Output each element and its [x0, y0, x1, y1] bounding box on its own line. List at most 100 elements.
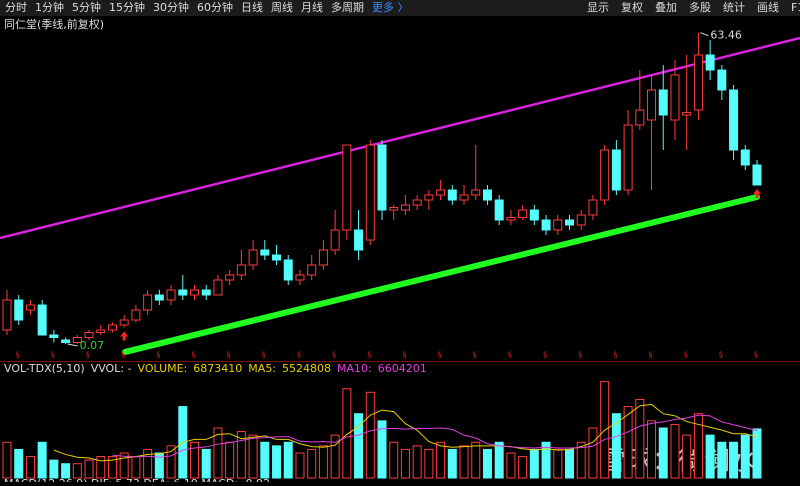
- marker: §: [473, 351, 477, 360]
- toolbar-item[interactable]: 周线: [271, 0, 293, 14]
- candle-body: [588, 199, 598, 216]
- toolbar-item[interactable]: 显示: [587, 1, 609, 14]
- volume-bar: [248, 434, 258, 479]
- volume-ma: [112, 414, 758, 458]
- volume-bar: [705, 434, 715, 479]
- volume-bar: [272, 445, 282, 479]
- candle-body: [447, 189, 457, 201]
- volume-bar: [2, 441, 12, 479]
- candle-body: [565, 219, 574, 226]
- candle-body: [354, 229, 364, 251]
- volume-bar: [342, 388, 352, 479]
- toolbar-item[interactable]: 1分钟: [35, 0, 64, 14]
- candle-body: [248, 249, 258, 266]
- volume-bar: [529, 448, 539, 479]
- candle-body: [84, 332, 94, 338]
- volume-bar: [494, 441, 504, 479]
- volume-bar: [295, 452, 305, 479]
- volume-bar: [143, 448, 153, 479]
- toolbar-item[interactable]: 15分钟: [109, 0, 145, 14]
- volume-bar: [729, 441, 739, 479]
- toolbar-item[interactable]: 60分钟: [197, 0, 233, 14]
- candle-body: [154, 294, 164, 301]
- candle-body: [740, 149, 750, 166]
- candle-body: [330, 229, 340, 251]
- toolbar-item[interactable]: 30分钟: [153, 0, 189, 14]
- toolbar-bg: [0, 0, 800, 16]
- marker: §: [543, 351, 547, 360]
- marker: §: [754, 351, 758, 360]
- toolbar-item[interactable]: 多周期: [331, 0, 364, 14]
- toolbar-more[interactable]: 更多 〉: [372, 0, 409, 14]
- high-label: 63.46: [710, 29, 742, 42]
- candle-body: [729, 89, 739, 151]
- candle-body: [647, 89, 657, 121]
- volume-value: 6604201: [378, 362, 427, 375]
- volume-bar: [84, 459, 94, 479]
- candle-body: [2, 299, 12, 331]
- marker: §: [16, 351, 20, 360]
- candle-body: [107, 324, 117, 331]
- volume-label: MA10:: [337, 362, 372, 375]
- candle-body: [658, 89, 668, 116]
- upper-channel: [0, 36, 800, 240]
- low-label: 0.07: [80, 339, 105, 352]
- marker: §: [51, 351, 55, 360]
- toolbar-item[interactable]: 叠加: [655, 1, 677, 14]
- vvol: VVOL: -: [91, 362, 132, 375]
- marker: §: [367, 351, 371, 360]
- lower-channel: [122, 194, 760, 355]
- volume-bar: [658, 427, 668, 479]
- volume-bar: [37, 441, 47, 479]
- candle-body: [342, 144, 352, 231]
- toolbar-item[interactable]: 画线: [757, 0, 779, 14]
- candle-body: [377, 144, 387, 211]
- candle-body: [506, 217, 516, 221]
- toolbar-item[interactable]: 月线: [301, 0, 323, 14]
- marker: §: [156, 351, 160, 360]
- marker: §: [578, 351, 582, 360]
- volume-bar: [553, 448, 563, 479]
- candle-body: [236, 264, 246, 276]
- marker: §: [613, 351, 617, 360]
- volume-bar: [25, 456, 35, 479]
- candle-body: [365, 144, 375, 241]
- volume-bar: [236, 431, 246, 479]
- volume-bar: [154, 452, 164, 479]
- volume-bar: [225, 441, 235, 479]
- marker: §: [649, 351, 653, 360]
- marker: §: [262, 351, 266, 360]
- toolbar-item[interactable]: 分时: [5, 1, 27, 14]
- volume-bar: [506, 452, 516, 479]
- toolbar-item[interactable]: 5分钟: [72, 0, 101, 14]
- candle-body: [119, 319, 129, 326]
- volume-bar: [471, 441, 481, 479]
- volume-bar: [61, 463, 71, 479]
- pane-divider: [0, 361, 800, 362]
- volume-bar: [740, 434, 750, 479]
- marker: §: [332, 351, 336, 360]
- marker: §: [438, 351, 442, 360]
- volume-value: 5524808: [282, 362, 331, 375]
- toolbar-item[interactable]: F10: [791, 1, 800, 14]
- volume-bar: [377, 420, 387, 479]
- volume-bar: [436, 441, 446, 479]
- volume-bar: [635, 398, 645, 479]
- toolbar-item[interactable]: 日线: [241, 0, 263, 14]
- volume-bar: [260, 441, 270, 479]
- candle-body: [541, 219, 551, 231]
- candle-body: [529, 209, 539, 221]
- toolbar-item[interactable]: 多股: [689, 0, 711, 14]
- volume-bar: [717, 441, 727, 479]
- volume-label: MA5:: [248, 362, 276, 375]
- volume-bar: [412, 445, 422, 479]
- candle-body: [201, 289, 211, 296]
- toolbar-item[interactable]: 统计: [723, 1, 745, 14]
- volume-ma: [53, 403, 758, 462]
- candle-body: [96, 329, 106, 333]
- volume-label: VOLUME:: [138, 362, 188, 375]
- candle-body: [307, 264, 317, 276]
- marker: §: [86, 351, 90, 360]
- toolbar-item[interactable]: 复权: [621, 0, 643, 14]
